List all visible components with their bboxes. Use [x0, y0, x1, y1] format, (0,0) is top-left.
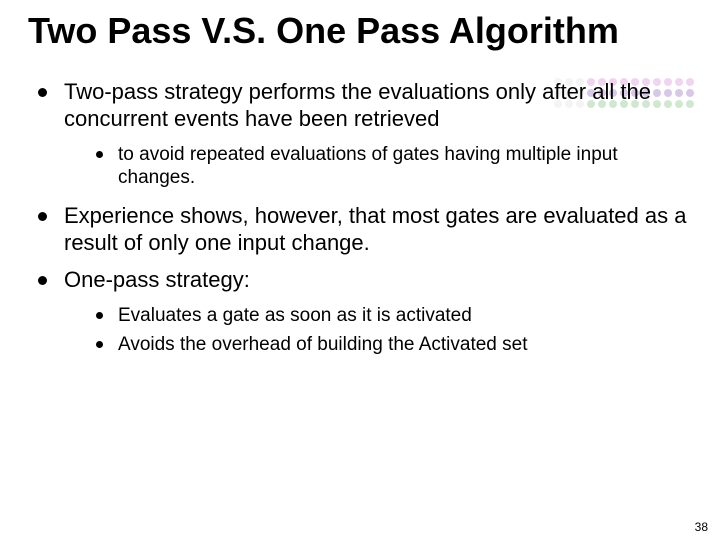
sub-bullet-item: Evaluates a gate as soon as it is activa… — [94, 304, 692, 327]
sub-bullet-item: to avoid repeated evaluations of gates h… — [94, 143, 692, 189]
sub-bullet-list: Evaluates a gate as soon as it is activa… — [64, 304, 692, 356]
sub-bullet-item: Avoids the overhead of building the Acti… — [94, 333, 692, 356]
slide: Two Pass V.S. One Pass Algorithm Two-pas… — [0, 0, 720, 540]
slide-title: Two Pass V.S. One Pass Algorithm — [28, 10, 692, 51]
bullet-item: Two-pass strategy performs the evaluatio… — [36, 79, 692, 189]
bullet-item: Experience shows, however, that most gat… — [36, 203, 692, 257]
bullet-text: One-pass strategy: — [64, 267, 250, 292]
bullet-item: One-pass strategy: Evaluates a gate as so… — [36, 267, 692, 356]
bullet-text: Two-pass strategy performs the evaluatio… — [64, 79, 651, 131]
sub-bullet-list: to avoid repeated evaluations of gates h… — [64, 143, 692, 189]
bullet-list: Two-pass strategy performs the evaluatio… — [28, 79, 692, 356]
bullet-text: Experience shows, however, that most gat… — [64, 203, 686, 255]
page-number: 38 — [695, 520, 708, 534]
